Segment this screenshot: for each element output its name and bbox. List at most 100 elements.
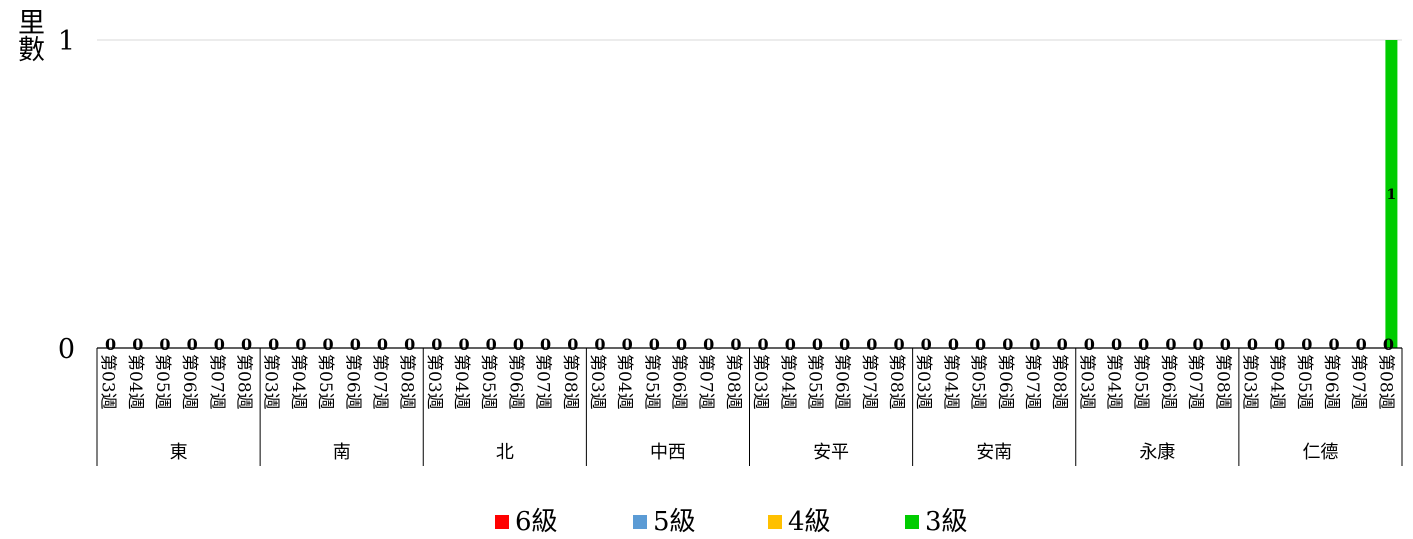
data-label: 0 <box>1356 335 1367 354</box>
data-label: 0 <box>622 335 633 354</box>
x-tick-label: 第04週 <box>940 354 960 410</box>
legend-label: 3級 <box>925 507 968 537</box>
x-tick-label: 第03週 <box>1076 354 1096 410</box>
x-tick-label: 第06週 <box>505 354 525 410</box>
x-tick-label: 第07週 <box>533 354 553 410</box>
data-label: 0 <box>431 335 442 354</box>
data-label: 0 <box>975 335 986 354</box>
x-tick-label: 第07週 <box>206 354 226 410</box>
y-tick-label: 0 <box>58 334 75 365</box>
legend-swatch <box>495 515 509 529</box>
x-tick-label: 第05週 <box>968 354 988 410</box>
legend-label: 5級 <box>653 507 696 537</box>
data-label: 0 <box>295 335 306 354</box>
data-label: 0 <box>513 335 524 354</box>
x-tick-label: 第08週 <box>234 354 254 410</box>
data-label: 0 <box>1274 335 1285 354</box>
group-label: 南 <box>333 442 351 463</box>
x-tick-label: 第06週 <box>832 354 852 410</box>
x-tick-label: 第08週 <box>723 354 743 410</box>
legend-item: 5級 <box>633 505 696 539</box>
data-label: 0 <box>866 335 877 354</box>
group-label: 北 <box>496 442 514 463</box>
data-label: 0 <box>785 335 796 354</box>
x-tick-label: 第06週 <box>342 354 362 410</box>
x-tick-label: 第07週 <box>1348 354 1368 410</box>
x-tick-label: 第03週 <box>587 354 607 410</box>
group-label: 仁德 <box>1302 442 1338 463</box>
data-label: 0 <box>1057 335 1068 354</box>
x-tick-label: 第08週 <box>886 354 906 410</box>
data-label: 0 <box>703 335 714 354</box>
plot-svg: 010第03週0第04週0第05週0第06週0第07週0第08週東0第03週0第… <box>58 26 1403 466</box>
legend-item: 4級 <box>768 505 831 539</box>
data-label: 0 <box>812 335 823 354</box>
x-tick-label: 第06週 <box>179 354 199 410</box>
x-tick-label: 第04週 <box>1104 354 1124 410</box>
data-label: 0 <box>1084 335 1095 354</box>
x-tick-label: 第04週 <box>1267 354 1287 410</box>
legend-label: 6級 <box>515 507 558 537</box>
x-tick-label: 第03週 <box>98 354 118 410</box>
legend-swatch <box>768 515 782 529</box>
y-axis-title: 里數 <box>13 8 44 62</box>
data-label: 0 <box>377 335 388 354</box>
data-label: 0 <box>1247 335 1258 354</box>
data-label: 0 <box>893 335 904 354</box>
x-tick-label: 第07週 <box>369 354 389 410</box>
x-tick-label: 第05週 <box>315 354 335 410</box>
x-tick-label: 第06週 <box>1321 354 1341 410</box>
x-tick-label: 第04週 <box>614 354 634 410</box>
data-label: 0 <box>921 335 932 354</box>
data-label: 0 <box>594 335 605 354</box>
data-label: 0 <box>758 335 769 354</box>
y-tick-label: 1 <box>58 26 75 57</box>
data-label: 0 <box>1220 335 1231 354</box>
bar <box>1385 40 1398 348</box>
data-label: 0 <box>458 335 469 354</box>
data-label: 0 <box>323 335 334 354</box>
data-label: 0 <box>404 335 415 354</box>
x-tick-label: 第05週 <box>641 354 661 410</box>
data-label: 0 <box>132 335 143 354</box>
data-label: 0 <box>159 335 170 354</box>
group-label: 永康 <box>1139 442 1175 463</box>
legend-item: 3級 <box>905 505 968 539</box>
data-label: 0 <box>1193 335 1204 354</box>
x-tick-label: 第03週 <box>750 354 770 410</box>
x-tick-label: 第06週 <box>1158 354 1178 410</box>
x-tick-label: 第07週 <box>1022 354 1042 410</box>
data-label: 0 <box>1138 335 1149 354</box>
data-label: 0 <box>730 335 741 354</box>
x-tick-label: 第08週 <box>1212 354 1232 410</box>
x-tick-label: 第03週 <box>261 354 281 410</box>
x-tick-label: 第08週 <box>1375 354 1395 410</box>
data-label: 0 <box>1165 335 1176 354</box>
x-tick-label: 第03週 <box>1239 354 1259 410</box>
data-label: 0 <box>486 335 497 354</box>
data-label: 0 <box>1111 335 1122 354</box>
x-tick-label: 第04週 <box>777 354 797 410</box>
data-label: 0 <box>214 335 225 354</box>
x-tick-label: 第03週 <box>424 354 444 410</box>
data-label: 0 <box>105 335 116 354</box>
legend-swatch <box>633 515 647 529</box>
x-tick-label: 第05週 <box>478 354 498 410</box>
x-tick-label: 第04週 <box>125 354 145 410</box>
group-label: 東 <box>170 442 188 463</box>
legend: 6級 5級 4級 3級 <box>0 505 1413 539</box>
x-tick-label: 第04週 <box>288 354 308 410</box>
data-label: 0 <box>268 335 279 354</box>
x-tick-label: 第07週 <box>696 354 716 410</box>
x-tick-label: 第07週 <box>859 354 879 410</box>
data-label: 0 <box>649 335 660 354</box>
group-label: 安平 <box>813 442 849 463</box>
data-label: 0 <box>676 335 687 354</box>
bar-data-label: 1 <box>1387 187 1397 203</box>
data-label: 0 <box>567 335 578 354</box>
x-tick-label: 第08週 <box>560 354 580 410</box>
x-tick-label: 第05週 <box>152 354 172 410</box>
x-tick-label: 第06週 <box>669 354 689 410</box>
data-label: 0 <box>350 335 361 354</box>
